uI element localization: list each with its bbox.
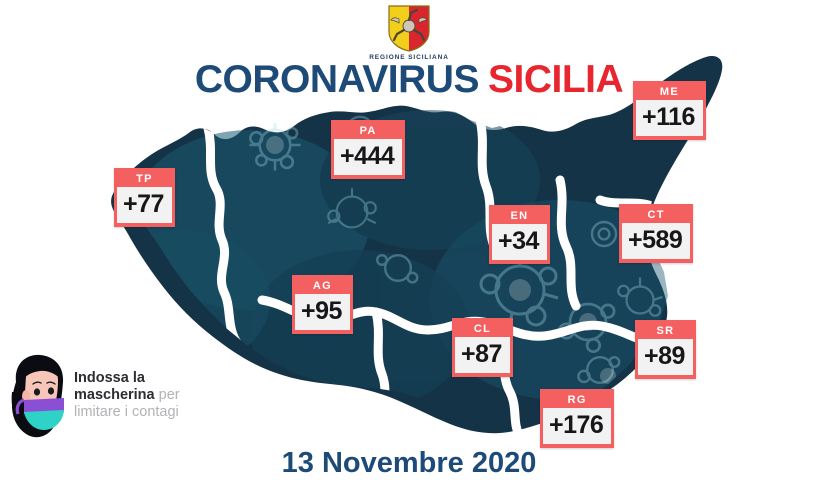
title-sicilia: SICILIA <box>487 58 624 101</box>
province-value: +444 <box>334 139 403 175</box>
province-box-me[interactable]: ME +116 <box>633 81 706 140</box>
province-value: +176 <box>543 408 612 444</box>
province-code: RG <box>567 394 587 406</box>
province-value: +89 <box>638 339 693 375</box>
province-code: EN <box>510 210 529 222</box>
page-title: CORONAVIRUS SICILIA <box>0 60 818 99</box>
province-box-en[interactable]: EN +34 <box>489 205 550 264</box>
regione-siciliana-logo: REGIONE SICILIANA <box>0 4 818 61</box>
province-code: TP <box>136 173 153 185</box>
province-value: +589 <box>622 223 691 259</box>
province-code: ME <box>659 86 680 98</box>
mask-line-1: Indossa la <box>74 370 145 386</box>
sicily-coat-of-arms-icon <box>388 5 430 52</box>
date-label: 13 Novembre 2020 <box>281 447 537 479</box>
title-coronavirus: CORONAVIRUS <box>194 58 480 101</box>
mask-notice: Indossa la mascherina per limitare i con… <box>6 352 221 444</box>
province-box-cl[interactable]: CL +87 <box>452 318 513 377</box>
mask-line-2-light: per <box>154 387 180 403</box>
mask-line-2-bold: mascherina <box>74 387 155 403</box>
province-value: +95 <box>295 294 350 330</box>
province-box-ct[interactable]: CT +589 <box>619 204 694 263</box>
province-code: PA <box>359 125 377 137</box>
province-code: CL <box>473 323 492 335</box>
province-box-sr[interactable]: SR +89 <box>635 320 696 379</box>
province-box-tp[interactable]: TP +77 <box>114 168 175 227</box>
person-wearing-mask-icon <box>11 354 64 438</box>
province-box-pa[interactable]: PA +444 <box>331 120 406 179</box>
province-box-ag[interactable]: AG +95 <box>292 275 353 334</box>
mask-line-3: limitare i contagi <box>74 404 179 420</box>
province-value: +34 <box>492 224 547 260</box>
province-value: +116 <box>636 100 703 136</box>
province-value: +77 <box>117 187 172 223</box>
province-code: AG <box>312 280 333 292</box>
province-code: SR <box>656 325 675 337</box>
province-box-rg[interactable]: RG +176 <box>540 389 615 448</box>
province-value: +87 <box>455 337 510 373</box>
province-code: CT <box>647 209 665 221</box>
logo-caption: REGIONE SICILIANA <box>369 54 449 61</box>
mask-notice-text: Indossa la mascherina per limitare i con… <box>74 370 224 421</box>
